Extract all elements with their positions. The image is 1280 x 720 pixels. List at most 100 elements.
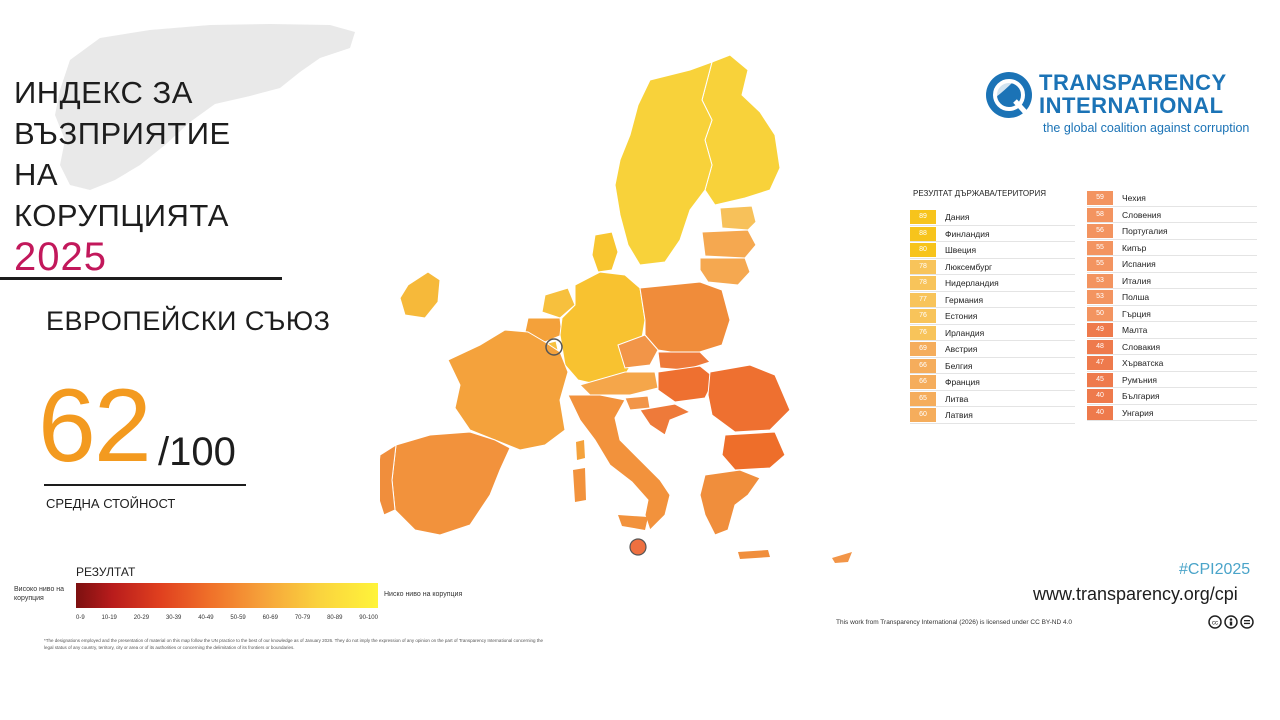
table-row: 50 Гърция xyxy=(1087,306,1257,322)
score-cell: 40 xyxy=(1087,389,1113,403)
score-cell: 80 xyxy=(910,243,936,257)
table-row: 56 Португалия xyxy=(1087,223,1257,240)
license-text: This work from Transparency Internationa… xyxy=(836,619,1073,626)
table-row: 45 Румъния xyxy=(1087,372,1257,388)
country-cyprus xyxy=(832,552,852,563)
country-cell: Нидерландия xyxy=(945,278,999,288)
country-cell: Австрия xyxy=(945,344,978,354)
country-cell: Португалия xyxy=(1122,226,1168,236)
country-hungary xyxy=(657,365,716,403)
average-score: 62 xyxy=(38,368,152,484)
table-row: 55 Испания xyxy=(1087,256,1257,273)
score-cell: 77 xyxy=(910,292,936,307)
country-italy xyxy=(567,394,671,531)
score-cell: 59 xyxy=(1087,191,1113,205)
country-cell: Полша xyxy=(1122,292,1150,302)
country-bulgaria xyxy=(721,431,786,471)
table-row: 40 България xyxy=(1087,388,1257,405)
by-icon xyxy=(1224,615,1238,629)
map-footnote: *The designations employed and the prese… xyxy=(44,638,543,650)
score-cell: 48 xyxy=(1087,339,1113,354)
score-cell: 55 xyxy=(1087,257,1113,271)
cc-icon: cc xyxy=(1208,615,1222,629)
legend-range-label: 40-49 xyxy=(198,615,214,621)
country-estonia xyxy=(719,205,757,231)
country-cell: Германия xyxy=(945,294,984,305)
title-divider xyxy=(0,277,282,280)
table-row: 40 Унгария xyxy=(1087,405,1257,421)
score-cell: 56 xyxy=(1087,224,1113,238)
legend-high-corruption-label: Високо ниво на корупция xyxy=(14,586,65,602)
legend-range-label: 80-89 xyxy=(327,615,343,621)
country-cell: Хърватска xyxy=(1122,358,1164,368)
country-cell: Ирландия xyxy=(945,327,985,338)
title-line-4: КОРУПЦИЯТА xyxy=(14,198,229,233)
score-cell: 53 xyxy=(1087,273,1113,288)
table-row: 49 Малта xyxy=(1087,322,1257,339)
country-cell: Румъния xyxy=(1122,374,1158,385)
title-line-2: ВЪЗПРИЯТИЕ xyxy=(14,116,231,151)
legend-low-corruption-label: Ниско ниво на корупция xyxy=(384,591,463,598)
title-line-1: ИНДЕКС ЗА xyxy=(14,75,193,110)
score-cell: 89 xyxy=(910,210,936,224)
title-line-3: НА xyxy=(14,157,59,192)
country-romania xyxy=(707,364,791,433)
country-poland xyxy=(639,281,731,356)
country-cell: Испания xyxy=(1122,259,1156,269)
svg-text:cc: cc xyxy=(1212,621,1218,627)
island-crete xyxy=(738,550,770,559)
luxembourg-marker xyxy=(545,338,563,356)
score-cell: 53 xyxy=(1087,290,1113,304)
country-cell: Гърция xyxy=(1122,308,1151,319)
country-portugal xyxy=(380,444,397,516)
island-sardinia xyxy=(573,468,586,502)
country-cell: Словения xyxy=(1122,209,1162,220)
country-germany xyxy=(559,271,646,386)
country-cell: Финландия xyxy=(945,228,990,239)
score-cell: 65 xyxy=(910,391,936,406)
legend-color-scale xyxy=(76,583,378,608)
eu-map xyxy=(380,54,852,563)
legend-range-label: 60-69 xyxy=(262,615,278,621)
organization-name: TRANSPARENCY INTERNATIONAL xyxy=(1039,71,1227,117)
country-cell: Малта xyxy=(1122,325,1148,335)
score-cell: 76 xyxy=(910,325,936,340)
score-cell: 88 xyxy=(910,226,936,241)
country-cell: Естония xyxy=(945,311,978,321)
island-corsica xyxy=(576,440,585,460)
country-cell: Чехия xyxy=(1122,193,1146,203)
country-sweden xyxy=(614,61,713,266)
country-cell: Белгия xyxy=(945,360,973,371)
score-cell: 49 xyxy=(1087,323,1113,337)
country-finland xyxy=(701,54,781,206)
background-landmass xyxy=(55,24,355,190)
hashtag: #CPI2025 xyxy=(1179,561,1251,578)
table-row: 48 Словакия xyxy=(1087,339,1257,355)
legend-range-label: 50-59 xyxy=(230,615,246,621)
table-row: 55 Кипър xyxy=(1087,240,1257,256)
legend-range-label: 0-9 xyxy=(76,615,85,621)
website-link[interactable]: www.transparency.org/cpi xyxy=(1033,584,1238,604)
country-denmark xyxy=(591,231,619,273)
table-row: 65 Литва xyxy=(910,391,1075,407)
score-cell: 66 xyxy=(910,375,936,389)
score-table: РЕЗУЛТАТ ДЪРЖАВА/ТЕРИТОРИЯ 89 Дания 88 Финл… xyxy=(910,187,1260,427)
table-row: 76 Ирландия xyxy=(910,325,1075,341)
country-cell: Кипър xyxy=(1122,242,1147,253)
average-divider xyxy=(44,484,246,486)
score-cell: 47 xyxy=(1087,356,1113,370)
legend-range-label: 90-100 xyxy=(359,615,378,621)
country-cell: Дания xyxy=(945,212,970,222)
country-cell: Латвия xyxy=(945,410,973,420)
table-row: 47 Хърватска xyxy=(1087,355,1257,372)
score-cell: 50 xyxy=(1087,306,1113,321)
island-sicily xyxy=(618,515,648,530)
legend-range-label: 20-29 xyxy=(133,615,150,621)
average-label: СРЕДНА СТОЙНОСТ xyxy=(46,496,176,511)
score-cell: 66 xyxy=(910,358,936,373)
table-row: 88 Финландия xyxy=(910,226,1075,242)
score-cell: 60 xyxy=(910,408,936,422)
table-row: 59 Чехия xyxy=(1087,190,1257,207)
table-row: 58 Словения xyxy=(1087,207,1257,223)
country-cell: Франция xyxy=(945,377,980,387)
